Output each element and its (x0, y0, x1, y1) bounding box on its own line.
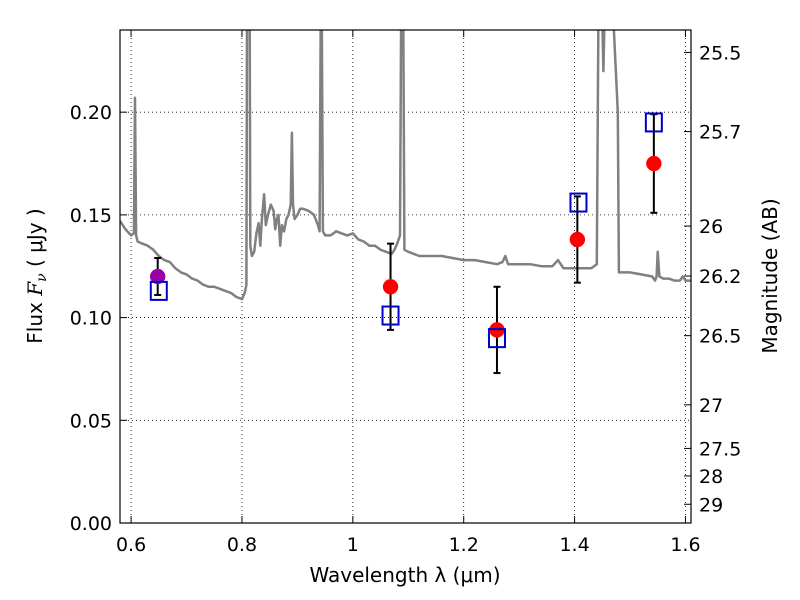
magnitude-axis-label: Magnitude (AB) (758, 198, 782, 353)
model-photometry-square (381, 305, 400, 326)
magnitude-tick-label: 26.5 (699, 326, 741, 348)
model-photometry-square (149, 280, 168, 301)
magnitude-tick-label: 28 (699, 466, 723, 488)
x-tick-label: 1.6 (670, 534, 700, 556)
magnitude-tick-label: 25.5 (699, 42, 741, 64)
model-photometry-square (569, 192, 588, 213)
observed-data-point (382, 279, 399, 295)
x-tick-label: 1 (347, 534, 359, 556)
y-axis-label: Flux Fν ( μJy ) (23, 208, 50, 343)
magnitude-tick-label: 26 (699, 216, 723, 238)
magnitude-tick-label: 29 (699, 494, 723, 516)
x-tick-label: 0.6 (116, 534, 146, 556)
plot-frame (119, 29, 692, 524)
model-photometry-square (644, 112, 663, 133)
observed-data-point (569, 231, 586, 248)
model-spectrum-line (120, 30, 691, 301)
plot-data (120, 30, 691, 375)
magnitude-tick-label: 25.7 (699, 122, 741, 144)
x-axis-label: Wavelength λ (μm) (309, 563, 500, 587)
y-tick-label: 0.10 (70, 308, 112, 330)
y-tick-label: 0.15 (70, 205, 112, 227)
x-tick-label: 0.8 (227, 534, 257, 556)
model-photometry-square (487, 328, 506, 349)
y-tick-label: 0.20 (70, 102, 112, 124)
x-tick-label: 1.2 (449, 534, 479, 556)
optical-data-point (149, 268, 166, 285)
magnitude-tick-label: 27 (699, 395, 723, 417)
axes: 0.6 0.8 1 1.2 1.4 1.6 0.00 0.05 0.10 0.15 0.20 25.5… (70, 29, 741, 556)
y-tick-label: 0.05 (70, 410, 112, 432)
magnitude-tick-label: 26.2 (699, 266, 741, 288)
x-tick-label: 1.4 (559, 534, 589, 556)
y-tick-label: 0.00 (70, 513, 112, 535)
observed-data-point (646, 155, 662, 172)
magnitude-tick-label: 27.5 (699, 438, 741, 460)
